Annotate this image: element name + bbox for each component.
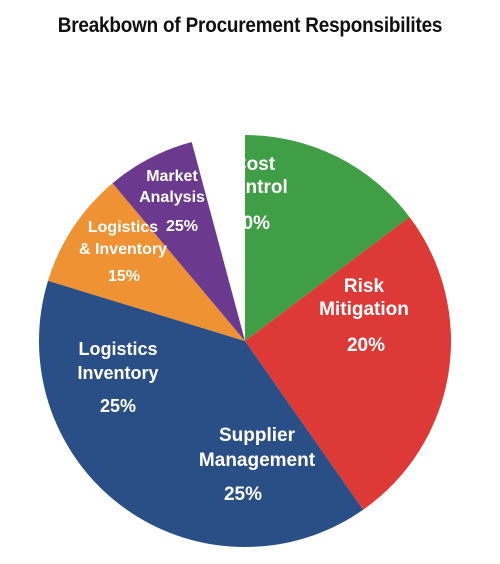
- slice-percent-label: 25%: [224, 484, 262, 505]
- slice-label: Management: [199, 450, 316, 471]
- pie-slice: [48, 183, 245, 341]
- slice-label: & Inventory: [79, 241, 167, 258]
- slice-label: Market: [146, 168, 198, 185]
- slice-label: Logistics: [78, 339, 157, 359]
- chart-title: Breakbown of Procurement Responsibilites: [57, 14, 443, 37]
- pie-slice: [39, 280, 245, 341]
- pie-slice: [245, 217, 451, 510]
- slice-label: Cost: [233, 154, 276, 175]
- slice-percent-label: 15%: [108, 268, 140, 285]
- slice-label: Inventory: [77, 363, 158, 383]
- pie-slice: [245, 135, 410, 341]
- slice-label: Analysis: [139, 189, 205, 206]
- slice-percent-label: 20%: [232, 213, 270, 234]
- pie-slice: [112, 142, 245, 341]
- slice-percent-label: 25%: [166, 218, 198, 235]
- slice-label: Supplier: [219, 425, 296, 446]
- slice-label: Control: [220, 177, 288, 198]
- slice-label: Risk: [344, 276, 385, 297]
- slice-label: Logistics: [88, 219, 158, 236]
- slice-label: Mitigation: [319, 299, 409, 320]
- pie-slice: [39, 341, 364, 548]
- slice-percent-label: 25%: [100, 396, 136, 416]
- slice-percent-label: 20%: [347, 335, 385, 356]
